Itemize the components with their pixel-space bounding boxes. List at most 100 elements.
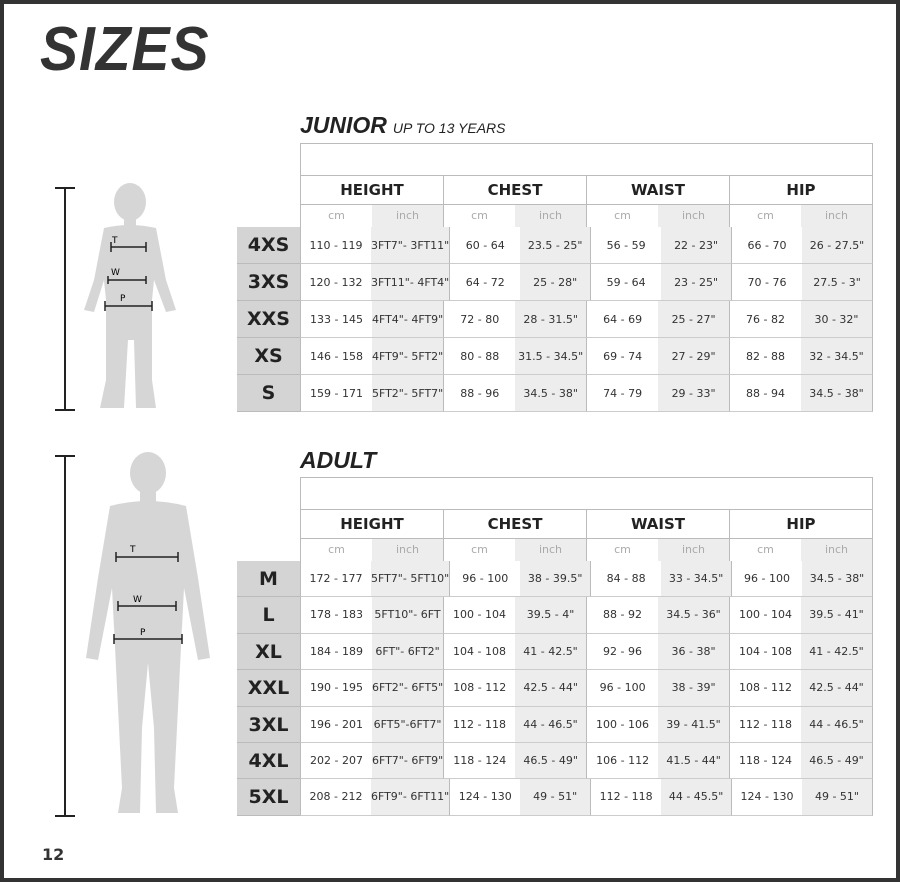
table-cell: 39.5 - 41" bbox=[801, 597, 873, 634]
table-cell: 59 - 64 bbox=[590, 264, 662, 301]
unit-header: cm inch cm inch cm inch cm inch bbox=[300, 205, 873, 227]
table-cell: 70 - 76 bbox=[731, 264, 803, 301]
table-row: XXS 133 - 145 4FT4"- 4FT9" 72 - 80 28 - 31.5… bbox=[237, 301, 873, 338]
size-label: 4XS bbox=[237, 227, 300, 264]
table-cell: 202 - 207 bbox=[300, 742, 372, 780]
table-blank-header bbox=[300, 143, 873, 175]
table-cell: 27 - 29" bbox=[658, 338, 730, 375]
column-group-header: HEIGHT CHEST WAIST HIP bbox=[300, 509, 873, 539]
table-cell: 23 - 25" bbox=[661, 264, 732, 301]
size-label: XS bbox=[237, 338, 300, 375]
junior-size-table: HEIGHT CHEST WAIST HIP cm inch cm inch cm inch cm i… bbox=[237, 143, 873, 412]
table-row: XS 146 - 158 4FT9"- 5FT2" 80 - 88 31.5 - 34.… bbox=[237, 338, 873, 375]
table-cell: 112 - 118 bbox=[729, 706, 801, 743]
table-cell: 25 - 28" bbox=[520, 264, 591, 301]
table-cell: 41 - 42.5" bbox=[515, 633, 586, 671]
table-cell: 5FT10"- 6FT bbox=[372, 597, 443, 634]
table-cell: 6FT7"- 6FT9" bbox=[371, 742, 444, 780]
unit-label: cm bbox=[586, 539, 658, 561]
table-cell: 3FT11"- 4FT4" bbox=[370, 264, 450, 301]
size-label: 5XL bbox=[237, 779, 300, 816]
table-cell: 34.5 - 38" bbox=[801, 375, 873, 412]
unit-label: inch bbox=[801, 539, 872, 561]
table-cell: 72 - 80 bbox=[443, 301, 516, 338]
table-row: XXL 190 - 195 6FT2"- 6FT5" 108 - 112 42.5 - … bbox=[237, 670, 873, 707]
junior-title: JUNIOR bbox=[300, 112, 387, 138]
table-cell: 112 - 118 bbox=[590, 779, 662, 816]
table-cell: 88 - 96 bbox=[443, 375, 516, 412]
unit-label: inch bbox=[658, 205, 729, 227]
table-cell: 33 - 34.5" bbox=[661, 561, 732, 598]
table-cell: 38 - 39.5" bbox=[520, 561, 591, 598]
table-cell: 146 - 158 bbox=[300, 338, 372, 375]
table-cell: 34.5 - 36" bbox=[658, 597, 729, 634]
table-cell: 92 - 96 bbox=[586, 633, 658, 671]
column-group-1: CHEST bbox=[443, 510, 586, 538]
unit-label: cm bbox=[729, 539, 801, 561]
table-cell: 96 - 100 bbox=[731, 561, 803, 598]
junior-figure: T W P bbox=[55, 183, 176, 411]
table-cell: 96 - 100 bbox=[449, 561, 521, 598]
table-cell: 42.5 - 44" bbox=[801, 670, 873, 707]
size-label: XXL bbox=[237, 670, 300, 707]
unit-label: inch bbox=[372, 539, 443, 561]
table-cell: 56 - 59 bbox=[590, 227, 662, 264]
table-cell: 190 - 195 bbox=[300, 670, 372, 707]
page-title: SIZES bbox=[40, 15, 210, 84]
table-cell: 69 - 74 bbox=[586, 338, 659, 375]
unit-header: cm inch cm inch cm inch cm inch bbox=[300, 539, 873, 561]
unit-label: inch bbox=[658, 539, 729, 561]
table-cell: 74 - 79 bbox=[586, 375, 659, 412]
junior-heading: JUNIOR UP TO 13 YEARS bbox=[300, 112, 505, 139]
table-cell: 28 - 31.5" bbox=[515, 301, 587, 338]
table-cell: 88 - 94 bbox=[729, 375, 802, 412]
column-group-header: HEIGHT CHEST WAIST HIP bbox=[300, 175, 873, 205]
size-label: 3XL bbox=[237, 706, 300, 743]
table-cell: 46.5 - 49" bbox=[801, 742, 873, 780]
table-cell: 88 - 92 bbox=[586, 597, 658, 634]
table-cell: 84 - 88 bbox=[590, 561, 662, 598]
column-group-3: HIP bbox=[729, 176, 872, 204]
table-row: 3XL 196 - 201 6FT5"-6FT7" 112 - 118 44 - 46.… bbox=[237, 706, 873, 743]
unit-label: cm bbox=[328, 543, 345, 556]
table-cell: 80 - 88 bbox=[443, 338, 516, 375]
table-cell: 41.5 - 44" bbox=[658, 742, 730, 780]
table-cell: 44 - 46.5" bbox=[801, 706, 873, 743]
table-cell: 44 - 45.5" bbox=[661, 779, 732, 816]
table-cell: 184 - 189 bbox=[300, 633, 372, 671]
table-cell: 108 - 112 bbox=[729, 670, 802, 707]
column-group-2: WAIST bbox=[586, 176, 729, 204]
table-cell: 60 - 64 bbox=[449, 227, 521, 264]
figure-label-p: P bbox=[120, 294, 126, 304]
unit-label: inch bbox=[372, 205, 443, 227]
table-cell: 31.5 - 34.5" bbox=[515, 338, 587, 375]
table-cell: 25 - 27" bbox=[658, 301, 730, 338]
size-label: XXS bbox=[237, 301, 300, 338]
table-cell: 41 - 42.5" bbox=[801, 633, 873, 671]
table-cell: 100 - 104 bbox=[443, 597, 515, 634]
unit-label: inch bbox=[801, 205, 872, 227]
table-cell: 46.5 - 49" bbox=[515, 742, 587, 780]
table-cell: 4FT4"- 4FT9" bbox=[371, 301, 444, 338]
unit-label: cm bbox=[586, 205, 658, 227]
table-cell: 196 - 201 bbox=[300, 706, 372, 743]
adult-title: ADULT bbox=[300, 447, 377, 473]
table-cell: 64 - 72 bbox=[449, 264, 521, 301]
table-row: 3XS 120 - 132 3FT11"- 4FT4" 64 - 72 25 - 28"… bbox=[237, 264, 873, 301]
table-cell: 118 - 124 bbox=[729, 742, 802, 780]
table-cell: 5FT2"- 5FT7" bbox=[371, 375, 444, 412]
table-cell: 22 - 23" bbox=[661, 227, 732, 264]
table-cell: 34.5 - 38" bbox=[802, 561, 873, 598]
column-group-0: HEIGHT bbox=[340, 515, 404, 533]
table-cell: 36 - 38" bbox=[658, 633, 729, 671]
table-cell: 44 - 46.5" bbox=[515, 706, 586, 743]
height-scale-icon bbox=[55, 187, 75, 411]
table-row: S 159 - 171 5FT2"- 5FT7" 88 - 96 34.5 - 38" 7… bbox=[237, 375, 873, 412]
table-cell: 96 - 100 bbox=[586, 670, 659, 707]
unit-label: cm bbox=[729, 205, 801, 227]
table-cell: 110 - 119 bbox=[300, 227, 371, 264]
table-row: M 172 - 177 5FT7"- 5FT10" 96 - 100 38 - 39.5… bbox=[237, 561, 873, 598]
unit-label: cm bbox=[328, 209, 345, 222]
table-cell: 6FT5"-6FT7" bbox=[372, 706, 443, 743]
table-cell: 172 - 177 bbox=[300, 561, 371, 598]
